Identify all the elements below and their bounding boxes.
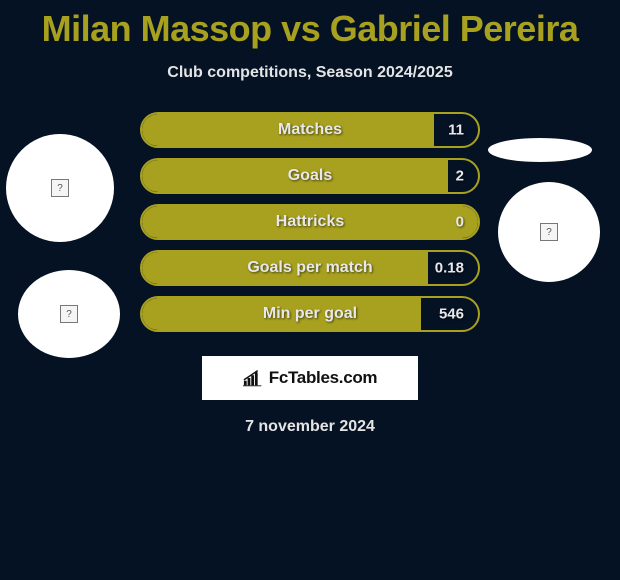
subtitle: Club competitions, Season 2024/2025	[0, 64, 620, 82]
image-placeholder-icon: ?	[51, 179, 69, 197]
stat-row: Hattricks 0	[140, 204, 480, 240]
image-placeholder-icon: ?	[60, 305, 78, 323]
stat-value: 0	[456, 214, 464, 231]
stats-area: ? ? ? Matches 11 Goals 2 Hattricks 0 Goals per…	[0, 112, 620, 436]
stat-row: Min per goal 546	[140, 296, 480, 332]
stat-row: Goals per match 0.18	[140, 250, 480, 286]
stat-row: Goals 2	[140, 158, 480, 194]
image-placeholder-icon: ?	[540, 223, 558, 241]
page-title: Milan Massop vs Gabriel Pereira	[0, 0, 620, 50]
stat-row: Matches 11	[140, 112, 480, 148]
stat-label: Hattricks	[276, 213, 344, 231]
stat-label: Matches	[278, 121, 342, 139]
stat-value: 11	[448, 122, 464, 139]
date: 7 november 2024	[0, 418, 620, 436]
decorative-oval	[488, 138, 592, 162]
brand-logo: FcTables.com	[202, 356, 418, 400]
stat-value: 546	[439, 306, 464, 323]
player-avatar-left-bottom: ?	[18, 270, 120, 358]
stat-label: Min per goal	[263, 305, 357, 323]
stat-label: Goals per match	[247, 259, 372, 277]
stat-label: Goals	[288, 167, 332, 185]
brand-name: FcTables.com	[269, 368, 378, 388]
bar-chart-icon	[243, 368, 265, 388]
player-avatar-left-top: ?	[6, 134, 114, 242]
stat-value: 2	[456, 168, 464, 185]
player-avatar-right: ?	[498, 182, 600, 282]
stat-value: 0.18	[435, 260, 464, 277]
